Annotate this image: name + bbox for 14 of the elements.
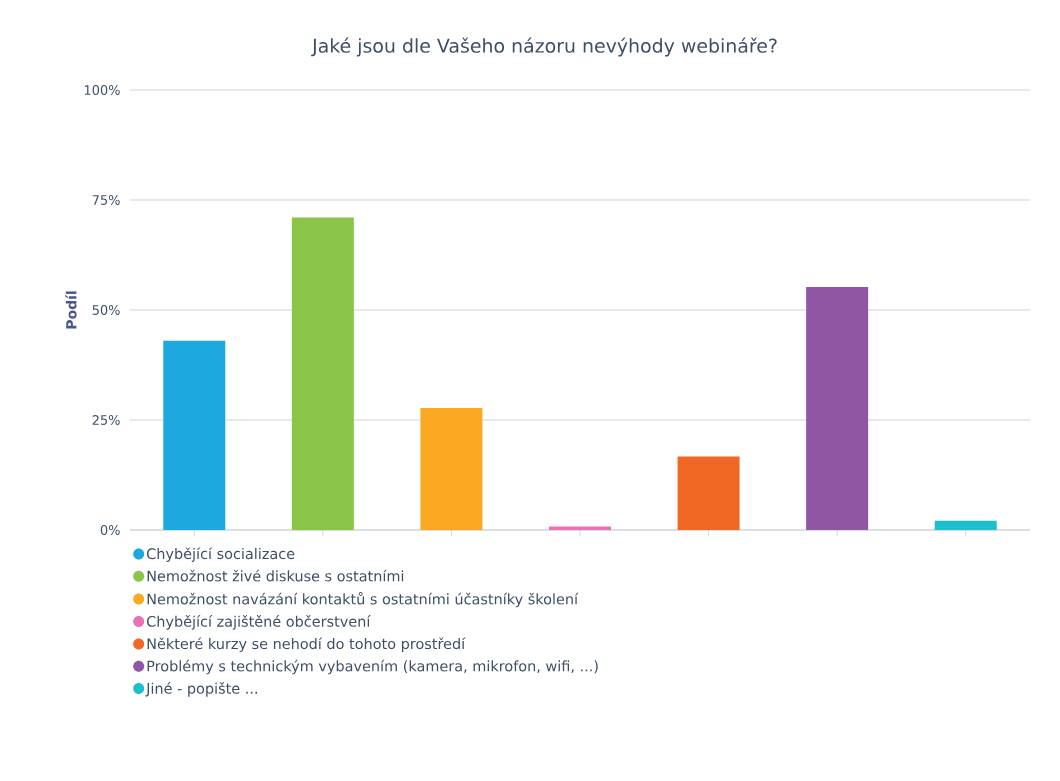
legend-label: Některé kurzy se nehodí do tohoto prostředí bbox=[147, 637, 466, 652]
legend-label: Nemožnost živé diskuse s ostatními bbox=[147, 569, 404, 582]
legend-label: Problémy s technickým vybavením (kamera, mikrofon, wifi, ...) bbox=[147, 659, 598, 675]
chart-title: Jaké jsou dle Vašeho názoru nevýhody webináře? bbox=[311, 37, 777, 57]
y-tick-label: 75% bbox=[92, 195, 120, 205]
y-tick-label: 100% bbox=[84, 85, 120, 95]
legend-label: Jiné - popište ... bbox=[145, 682, 257, 697]
legend-label: Chybějící socializace bbox=[146, 547, 295, 562]
y-axis-title: Podíl bbox=[65, 291, 77, 329]
y-tick-label: 0% bbox=[100, 525, 120, 535]
legend-label: Nemožnost navázání kontaktů s ostatními účastníky školení bbox=[147, 592, 579, 608]
y-tick-label: 25% bbox=[92, 415, 120, 425]
y-tick-label: 50% bbox=[92, 305, 120, 315]
legend-label: Chybějící zajištěné občerstvení bbox=[146, 615, 371, 630]
